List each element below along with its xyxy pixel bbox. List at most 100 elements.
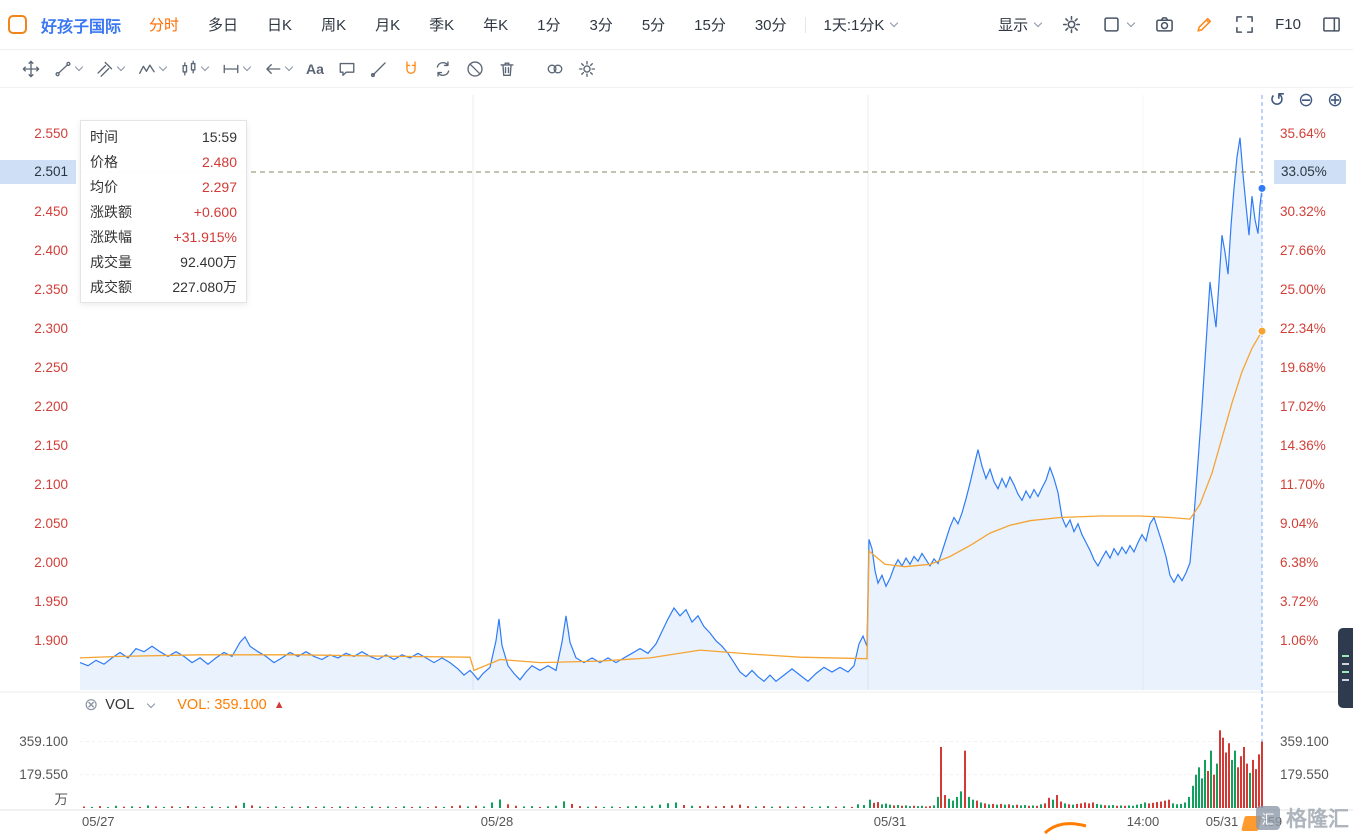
x-axis-label: 05/27 bbox=[82, 814, 115, 829]
price-axis-label: 2.250 bbox=[34, 359, 68, 375]
period-tab-多日[interactable]: 多日 bbox=[208, 17, 239, 34]
x-axis-label: 05/28 bbox=[480, 814, 514, 829]
percent-axis-label: 11.70% bbox=[1280, 476, 1325, 492]
period-tab-5分[interactable]: 5分 bbox=[641, 17, 666, 34]
tool-trend-line[interactable] bbox=[54, 60, 84, 78]
tooltip-label: 成交额 bbox=[90, 278, 132, 295]
vol-indicator-close-icon[interactable]: ⊗ bbox=[84, 695, 99, 714]
tool-text[interactable]: Aa bbox=[306, 61, 324, 77]
tool-settings[interactable] bbox=[578, 60, 596, 78]
tool-measure[interactable] bbox=[222, 60, 252, 78]
right-panel-toggle-icon[interactable] bbox=[1322, 15, 1341, 34]
tool-cycle[interactable] bbox=[434, 60, 452, 78]
tool-pitchfork[interactable] bbox=[96, 60, 126, 78]
chart-settings-gear-icon[interactable] bbox=[1062, 15, 1081, 34]
draw-pencil-icon[interactable] bbox=[1195, 15, 1214, 34]
tool-candle-pattern[interactable] bbox=[180, 60, 210, 78]
period-tab-季K[interactable]: 季K bbox=[429, 17, 455, 34]
tool-slope-line[interactable] bbox=[370, 60, 388, 78]
tool-pan[interactable] bbox=[22, 60, 40, 78]
wave-icon bbox=[138, 60, 156, 78]
zoom-out-icon[interactable]: ⊖ bbox=[1298, 90, 1315, 111]
tool-magnet[interactable] bbox=[402, 60, 420, 78]
price-axis-label: 2.200 bbox=[34, 398, 68, 414]
price-axis-label: 2.300 bbox=[34, 320, 68, 336]
right-edge-panel-handle[interactable] bbox=[1338, 628, 1353, 708]
chevron-down-icon bbox=[890, 18, 899, 28]
price-axis-label: 2.400 bbox=[34, 242, 68, 258]
settings-icon bbox=[578, 60, 596, 78]
up-triangle-icon: ▲ bbox=[273, 699, 285, 711]
period-tab-15分[interactable]: 15分 bbox=[694, 17, 726, 34]
period-tab-月K[interactable]: 月K bbox=[375, 17, 401, 34]
tooltip-label: 价格 bbox=[90, 153, 118, 170]
percent-axis-label: 22.34% bbox=[1280, 320, 1326, 336]
tool-comment[interactable] bbox=[338, 60, 356, 78]
price-axis-label: 1.900 bbox=[34, 632, 68, 648]
chevron-down-icon[interactable] bbox=[147, 699, 156, 708]
tool-trash[interactable] bbox=[498, 60, 516, 78]
percent-axis-label: 6.38% bbox=[1280, 554, 1319, 570]
chart-tooltip: 时间 15:59 价格 2.480 均价 2.297 涨跌额 +0.600 涨跌幅 +31.915… bbox=[80, 120, 247, 303]
percent-axis-label: 9.04% bbox=[1280, 515, 1319, 531]
price-axis-label: 2.150 bbox=[34, 437, 68, 453]
zoom-controls: ↺ ⊖ ⊕ bbox=[1269, 90, 1343, 112]
percent-axis-label: 30.32% bbox=[1280, 203, 1326, 219]
measure-icon bbox=[222, 60, 240, 78]
price-axis-label: 2.000 bbox=[34, 554, 68, 570]
tooltip-value: 92.400万 bbox=[180, 253, 237, 270]
tooltip-value: 2.297 bbox=[201, 178, 237, 195]
gelonghui-logo-icon: 汇 bbox=[1256, 806, 1280, 830]
period-tab-30分[interactable]: 30分 bbox=[754, 17, 787, 34]
chevron-down-icon bbox=[242, 62, 252, 72]
tooltip-row: 均价 2.297 bbox=[90, 174, 237, 199]
volume-axis-label: 179.550 bbox=[1280, 766, 1329, 782]
tool-arrow-left[interactable] bbox=[264, 60, 294, 78]
price-axis-label: 2.350 bbox=[34, 281, 68, 297]
text-tool-icon: Aa bbox=[306, 60, 324, 77]
chevron-down-icon bbox=[74, 62, 84, 72]
reset-zoom-icon[interactable]: ↺ bbox=[1269, 90, 1286, 111]
period-tab-分时[interactable]: 分时 bbox=[149, 17, 180, 34]
interval-selector[interactable]: 1天:1分K bbox=[824, 14, 899, 35]
tooltip-row: 涨跌额 +0.600 bbox=[90, 199, 237, 224]
f10-button[interactable]: F10 bbox=[1275, 16, 1301, 33]
fullscreen-icon[interactable] bbox=[1235, 15, 1254, 34]
period-tab-周K[interactable]: 周K bbox=[321, 17, 347, 34]
vol-current-value: VOL: 359.100 bbox=[177, 697, 267, 713]
tooltip-value: 15:59 bbox=[201, 128, 237, 145]
tool-compare[interactable] bbox=[546, 60, 564, 78]
period-tab-日K[interactable]: 日K bbox=[267, 17, 293, 34]
stock-name[interactable]: 好孩子国际 bbox=[41, 18, 122, 36]
percent-axis-label: 17.02% bbox=[1280, 398, 1326, 414]
current-percent-chip: 33.05% bbox=[1274, 160, 1346, 184]
trash-icon bbox=[498, 60, 516, 78]
app-logo-icon[interactable] bbox=[8, 15, 27, 34]
screenshot-camera-icon[interactable] bbox=[1155, 15, 1174, 34]
zoom-in-icon[interactable]: ⊕ bbox=[1327, 90, 1343, 111]
pitchfork-icon bbox=[96, 60, 114, 78]
gelonghui-watermark: 汇 格隆汇 bbox=[1256, 803, 1349, 833]
tooltip-row: 成交额 227.080万 bbox=[90, 274, 237, 299]
period-tab-3分[interactable]: 3分 bbox=[589, 17, 613, 34]
toolbar-divider bbox=[804, 16, 806, 33]
vol-label[interactable]: VOL bbox=[105, 697, 135, 713]
tooltip-value: 227.080万 bbox=[172, 278, 237, 295]
percent-axis-label: 19.68% bbox=[1280, 359, 1326, 375]
tool-wave[interactable] bbox=[138, 60, 168, 78]
period-tab-年K[interactable]: 年K bbox=[483, 17, 509, 34]
tooltip-row: 时间 15:59 bbox=[90, 124, 237, 149]
percent-axis-label: 35.64% bbox=[1280, 125, 1326, 141]
volume-axis-label: 359.100 bbox=[1280, 733, 1329, 749]
price-axis-label: 2.050 bbox=[34, 515, 68, 531]
period-tabs: 分时 多日 日K 周K 月K 季K 年K 1分 3分 5分 15分 30分 bbox=[149, 14, 787, 35]
pan-icon bbox=[22, 60, 40, 78]
tool-ban[interactable] bbox=[466, 60, 484, 78]
current-price-chip: 2.501 bbox=[0, 160, 76, 184]
toolbar-right-icons: 显示 F10 bbox=[998, 14, 1341, 35]
period-tab-1分[interactable]: 1分 bbox=[537, 17, 561, 34]
display-menu[interactable]: 显示 bbox=[998, 14, 1043, 35]
chevron-down-icon bbox=[284, 62, 294, 72]
layout-selector[interactable] bbox=[1102, 15, 1136, 34]
